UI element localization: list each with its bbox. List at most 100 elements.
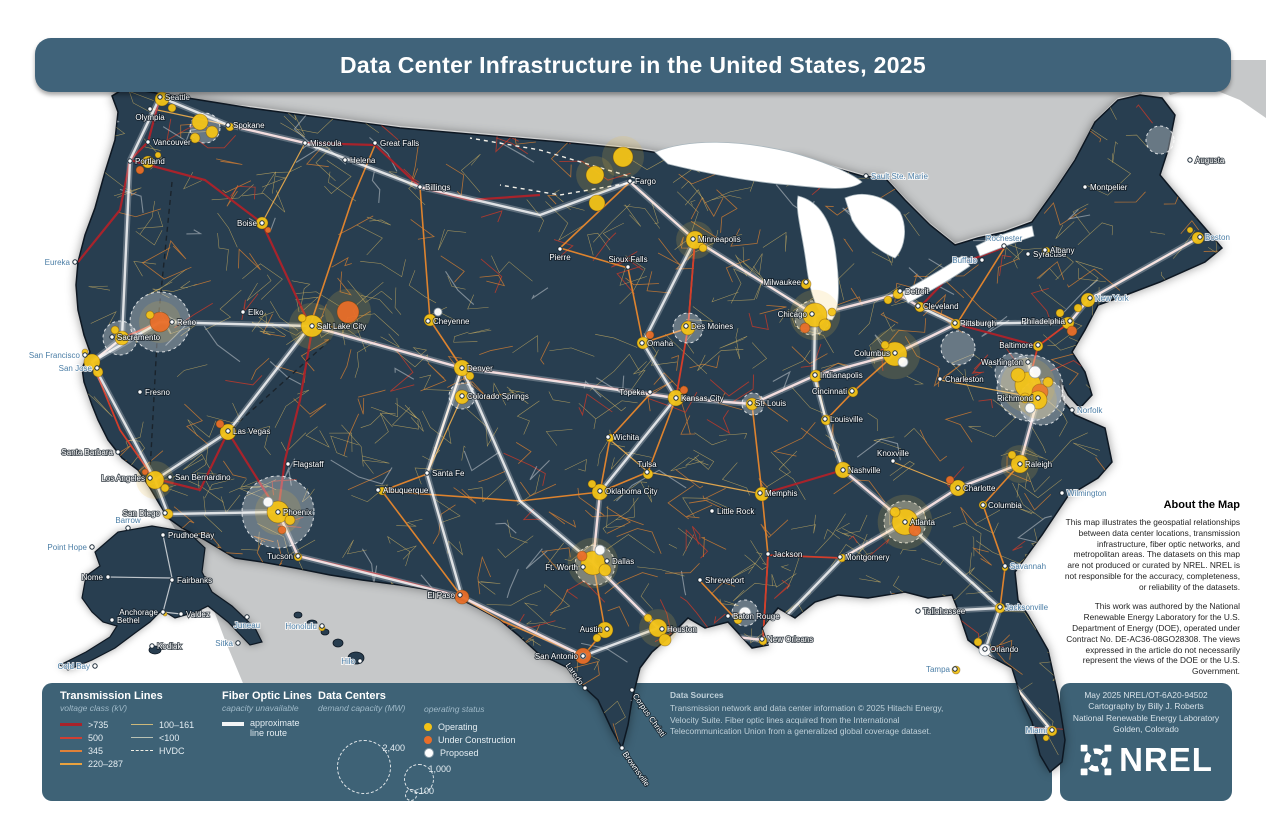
transmission-texture-line	[357, 397, 365, 415]
operating-status-list: Operating Under Construction Proposed	[424, 720, 516, 759]
transmission-texture-line	[217, 233, 229, 271]
attribution-line: Golden, Colorado	[1113, 724, 1179, 735]
transmission-texture-line	[773, 422, 816, 457]
attribution-box: May 2025 NREL/OT-6A20-94502 Cartography b…	[1060, 683, 1232, 801]
data-center-operating	[110, 325, 120, 335]
city-dot	[1025, 251, 1031, 257]
transmission-texture-line	[1054, 246, 1074, 281]
city-dot	[837, 554, 843, 560]
city-label: Santa Barbara	[61, 448, 113, 457]
transmission-texture-line	[596, 375, 625, 395]
data-center-proposed	[594, 544, 606, 556]
city-dot	[149, 643, 155, 649]
transmission-texture-line	[506, 568, 519, 599]
transmission-texture-line	[640, 583, 654, 610]
transmission-texture-line	[880, 312, 899, 324]
city-dot	[225, 122, 231, 128]
transmission-texture-line	[697, 349, 744, 371]
city-label: Cincinnati	[812, 387, 847, 396]
transmission-texture-line	[351, 484, 389, 503]
transmission-texture-line	[453, 487, 477, 504]
transmission-line-220	[647, 471, 763, 495]
transmission-texture-line	[545, 429, 573, 446]
transmission-texture-line	[944, 411, 973, 443]
transmission-texture-line	[615, 498, 635, 521]
data-center-operating	[973, 637, 983, 647]
transmission-texture-line	[773, 579, 791, 599]
transmission-texture-line	[968, 426, 995, 438]
fiber-line-label: approximate line route	[250, 718, 300, 738]
city-label: Baltimore	[999, 341, 1033, 350]
transmission-texture-line	[330, 435, 359, 458]
city-label: Austin	[580, 625, 602, 634]
transmission-texture-line	[256, 165, 302, 176]
transmission-texture-line	[526, 199, 544, 233]
transmission-texture-line	[690, 220, 717, 249]
transmission-texture-line	[507, 519, 528, 544]
transmission-legend-item: >735	[60, 718, 123, 731]
transmission-line-345	[309, 144, 376, 327]
transmission-texture-line	[495, 137, 528, 155]
city-dot	[92, 663, 98, 669]
data-center-operating	[612, 146, 634, 168]
transmission-texture-line	[751, 342, 768, 369]
transmission-texture-line	[594, 389, 626, 412]
transmission-texture-line	[186, 229, 203, 235]
transmission-texture-line	[217, 212, 238, 248]
transmission-texture-line	[584, 509, 644, 526]
status-label: Under Construction	[438, 734, 516, 745]
city-dot	[375, 487, 381, 493]
transmission-texture-line	[394, 402, 419, 420]
transmission-texture-line	[499, 141, 535, 163]
data-center-operating	[587, 479, 597, 489]
transmission-texture-line	[675, 252, 695, 270]
city-dot	[757, 490, 763, 496]
transmission-texture-line	[680, 596, 710, 630]
transmission-texture-line	[165, 239, 187, 260]
transmission-texture-line	[889, 461, 915, 481]
transmission-texture-line	[1055, 221, 1075, 239]
city-label: Valdez	[186, 610, 210, 619]
transmission-texture-line	[833, 479, 886, 503]
city-label: Fresno	[145, 388, 170, 397]
lake-erie	[901, 255, 971, 304]
transmission-texture-line	[274, 389, 310, 428]
transmission-texture-line	[1067, 209, 1091, 220]
hvdc-line	[149, 181, 173, 473]
transmission-texture-line	[624, 204, 641, 227]
transmission-texture-line	[933, 364, 961, 387]
transmission-texture-line	[1112, 141, 1119, 163]
transmission-legend-item: 220–287	[60, 757, 123, 770]
transmission-texture-line	[305, 426, 330, 448]
city-label: Santa Fe	[432, 469, 465, 478]
transmission-texture-line	[117, 208, 162, 218]
data-center-operating	[818, 318, 832, 332]
city-dot	[952, 666, 958, 672]
transmission-texture-line	[610, 251, 644, 271]
city-dot	[979, 257, 985, 263]
city-label: Dallas	[612, 557, 634, 566]
transmission-texture-line	[700, 536, 727, 558]
transmission-texture-line	[203, 325, 241, 363]
transmission-line-345	[461, 596, 584, 657]
data-center-proposed	[1024, 402, 1036, 414]
city-label: Cleveland	[923, 302, 959, 311]
city-dot	[94, 365, 100, 371]
transmission-texture-line	[735, 254, 747, 277]
data-center-proposed	[897, 356, 909, 368]
transmission-texture-line	[342, 313, 400, 336]
transmission-texture-line	[815, 513, 846, 554]
line-swatch	[131, 724, 154, 725]
transmission-line-345	[559, 181, 631, 249]
line-label: 220–287	[88, 758, 124, 769]
transmission-texture-line	[295, 291, 340, 313]
city-dot	[259, 220, 265, 226]
city-label: Chicago	[778, 310, 808, 319]
transmission-texture-line	[972, 547, 992, 566]
transmission-texture-line	[545, 201, 586, 241]
transmission-texture-line	[339, 322, 367, 346]
data-center-under-construction	[679, 385, 689, 395]
transmission-texture-line	[548, 511, 577, 528]
transmission-texture-line	[650, 349, 678, 366]
